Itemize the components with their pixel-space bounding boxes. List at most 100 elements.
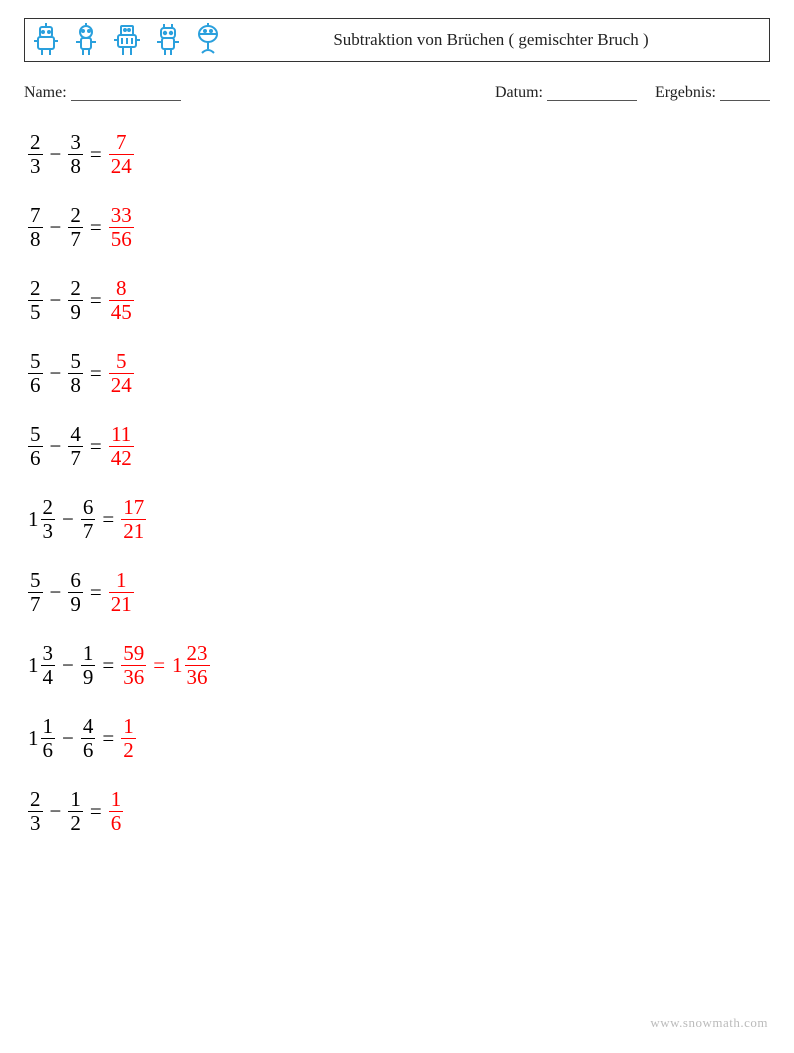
denominator: 8: [68, 373, 83, 396]
answer: 3356: [109, 205, 134, 250]
operator: =: [153, 653, 165, 678]
problem-row: 56−58 = 524: [28, 351, 770, 396]
numerator: 7: [114, 132, 129, 154]
fraction: 27: [68, 205, 83, 250]
fraction: 12: [121, 716, 136, 761]
fraction: 69: [68, 570, 83, 615]
numerator: 2: [68, 278, 83, 300]
operator: =: [102, 653, 114, 678]
operator: =: [90, 434, 102, 459]
date-blank[interactable]: [547, 100, 637, 101]
robot-icon: [193, 23, 223, 57]
fraction: 524: [109, 351, 134, 396]
fraction: 56: [28, 424, 43, 469]
fraction: 67: [81, 497, 96, 542]
problem-row: 116−46=12: [28, 716, 770, 761]
fraction: 121: [109, 570, 134, 615]
fraction: 23: [41, 497, 56, 542]
numerator: 1: [109, 789, 124, 811]
answer: 12336: [172, 643, 210, 688]
denominator: 6: [81, 738, 96, 761]
numerator: 33: [109, 205, 134, 227]
meta-row: Name: Datum: Ergebnis:: [24, 84, 770, 102]
operator: −: [50, 288, 62, 313]
worksheet-header: Subtraktion von Brüchen ( gemischter Bru…: [24, 18, 770, 62]
name-label: Name:: [24, 84, 67, 101]
operator: −: [62, 653, 74, 678]
denominator: 36: [185, 665, 210, 688]
operator: =: [90, 580, 102, 605]
operator: =: [90, 361, 102, 386]
denominator: 7: [68, 227, 83, 250]
problem-row: 134−19=5936=12336: [28, 643, 770, 688]
denominator: 5: [28, 300, 43, 323]
denominator: 9: [81, 665, 96, 688]
problem-row: 23−12=16: [28, 789, 770, 834]
fraction: 23: [28, 789, 43, 834]
fraction: 1721: [121, 497, 146, 542]
fraction: 16: [41, 716, 56, 761]
numerator: 2: [28, 132, 43, 154]
fraction: 1142: [109, 424, 134, 469]
denominator: 6: [41, 738, 56, 761]
problem-row: 25−29=845: [28, 278, 770, 323]
result-blank[interactable]: [720, 100, 770, 101]
numerator: 1: [121, 716, 136, 738]
denominator: 8: [28, 227, 43, 250]
fraction: 78: [28, 205, 43, 250]
numerator: 6: [68, 570, 83, 592]
numerator: 4: [68, 424, 83, 446]
numerator: 5: [68, 351, 83, 373]
operator: −: [62, 507, 74, 532]
denominator: 21: [109, 592, 134, 615]
numerator: 1: [81, 643, 96, 665]
fraction: 2336: [185, 643, 210, 688]
robot-icon: [111, 23, 143, 57]
denominator: 7: [28, 592, 43, 615]
numerator: 1: [41, 716, 56, 738]
mixed-whole: 1: [172, 653, 183, 678]
robot-icons: [31, 23, 223, 57]
fraction: 46: [81, 716, 96, 761]
denominator: 6: [28, 446, 43, 469]
denominator: 7: [81, 519, 96, 542]
numerator: 5: [28, 570, 43, 592]
operator: −: [50, 142, 62, 167]
numerator: 2: [68, 205, 83, 227]
numerator: 3: [41, 643, 56, 665]
fraction: 12: [68, 789, 83, 834]
fraction: 16: [109, 789, 124, 834]
answer: 121: [109, 570, 134, 615]
name-blank[interactable]: [71, 100, 181, 101]
numerator: 2: [28, 789, 43, 811]
numerator: 11: [109, 424, 133, 446]
problem-row: 78−27=3356: [28, 205, 770, 250]
fraction: 5936: [121, 643, 146, 688]
robot-icon: [153, 23, 183, 57]
numerator: 2: [41, 497, 56, 519]
denominator: 3: [41, 519, 56, 542]
operator: =: [90, 142, 102, 167]
fraction: 56: [28, 351, 43, 396]
fraction: 57: [28, 570, 43, 615]
problem-row: 23−38=724: [28, 132, 770, 177]
numerator: 6: [81, 497, 96, 519]
numerator: 5: [28, 424, 43, 446]
robot-icon: [71, 23, 101, 57]
operator: −: [50, 361, 62, 386]
numerator: 7: [28, 205, 43, 227]
denominator: 6: [28, 373, 43, 396]
operator: −: [50, 215, 62, 240]
denominator: 3: [28, 154, 43, 177]
denominator: 4: [41, 665, 56, 688]
problem-row: 57−69=121: [28, 570, 770, 615]
denominator: 2: [68, 811, 83, 834]
numerator: 1: [68, 789, 83, 811]
fraction: 25: [28, 278, 43, 323]
operator: =: [90, 215, 102, 240]
denominator: 24: [109, 154, 134, 177]
denominator: 36: [121, 665, 146, 688]
numerator: 3: [68, 132, 83, 154]
operator: =: [102, 507, 114, 532]
numerator: 4: [81, 716, 96, 738]
